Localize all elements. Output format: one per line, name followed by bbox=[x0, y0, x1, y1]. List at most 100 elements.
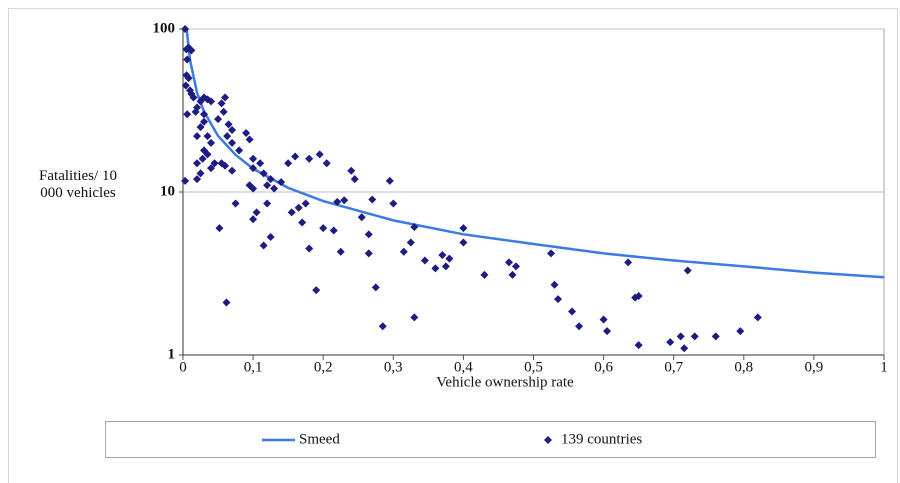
data-point bbox=[193, 175, 202, 184]
data-point bbox=[249, 215, 258, 224]
data-point bbox=[249, 164, 258, 173]
x-tick-label: 0,7 bbox=[664, 359, 683, 375]
data-point bbox=[191, 107, 200, 116]
legend-label: Smeed bbox=[299, 431, 340, 447]
data-point bbox=[680, 344, 689, 353]
data-point bbox=[389, 199, 398, 208]
data-point bbox=[189, 93, 198, 102]
chart-frame bbox=[8, 8, 898, 483]
data-point bbox=[666, 338, 675, 347]
x-tick-label: 0,3 bbox=[384, 359, 403, 375]
smeed-curve bbox=[185, 28, 885, 279]
x-tick-label: 0 bbox=[179, 359, 187, 375]
data-point bbox=[200, 117, 209, 126]
data-point bbox=[284, 159, 293, 168]
data-point bbox=[187, 46, 196, 55]
data-point bbox=[219, 107, 228, 116]
data-point bbox=[445, 254, 454, 263]
data-point bbox=[575, 322, 584, 331]
data-point bbox=[249, 184, 258, 193]
data-point bbox=[508, 270, 517, 279]
x-tick-label: 0,1 bbox=[244, 359, 263, 375]
data-point bbox=[193, 159, 202, 168]
data-point bbox=[340, 196, 349, 205]
data-point bbox=[431, 264, 440, 273]
data-point bbox=[312, 286, 321, 295]
data-point bbox=[203, 132, 212, 141]
legend-swatch bbox=[544, 436, 552, 444]
data-point bbox=[181, 81, 190, 90]
data-point bbox=[634, 341, 643, 350]
data-point bbox=[183, 55, 192, 64]
data-point bbox=[305, 244, 314, 253]
data-point bbox=[624, 258, 633, 267]
data-point bbox=[196, 169, 205, 178]
data-point bbox=[259, 241, 268, 250]
data-point bbox=[249, 154, 258, 163]
x-tick-label: 0,2 bbox=[314, 359, 333, 375]
data-point bbox=[683, 266, 692, 275]
data-point bbox=[399, 247, 408, 256]
data-point bbox=[287, 208, 296, 217]
data-point bbox=[183, 110, 192, 119]
data-point bbox=[193, 132, 202, 141]
data-point bbox=[224, 120, 233, 129]
data-point bbox=[410, 313, 419, 322]
data-point bbox=[266, 232, 275, 241]
data-point bbox=[298, 218, 307, 227]
data-point bbox=[554, 295, 563, 304]
data-point bbox=[207, 97, 216, 106]
y-tick-label: 100 bbox=[153, 20, 176, 36]
data-point bbox=[357, 213, 366, 222]
x-tick-label: 1 bbox=[880, 359, 888, 375]
data-point bbox=[228, 166, 237, 175]
data-point bbox=[252, 208, 261, 217]
data-point bbox=[322, 159, 331, 168]
data-point bbox=[406, 238, 415, 247]
data-point bbox=[385, 176, 394, 185]
data-point bbox=[196, 123, 205, 132]
data-point bbox=[231, 199, 240, 208]
data-point bbox=[245, 135, 254, 144]
data-point bbox=[301, 199, 310, 208]
data-point bbox=[184, 74, 193, 83]
data-point bbox=[378, 322, 387, 331]
data-point bbox=[676, 332, 685, 341]
x-tick-label: 0,5 bbox=[524, 359, 543, 375]
data-point bbox=[315, 150, 324, 159]
data-point bbox=[599, 315, 608, 324]
legend-label: 139 countries bbox=[561, 431, 642, 447]
data-point bbox=[270, 184, 279, 193]
data-point bbox=[266, 175, 275, 184]
data-point bbox=[198, 154, 207, 163]
data-point bbox=[333, 197, 342, 206]
data-point bbox=[263, 199, 272, 208]
data-point bbox=[319, 224, 328, 233]
data-point bbox=[223, 132, 232, 141]
data-point bbox=[228, 138, 237, 147]
data-point bbox=[305, 154, 314, 163]
data-point bbox=[200, 110, 209, 119]
data-point bbox=[181, 25, 190, 33]
data-point bbox=[347, 166, 356, 175]
data-point bbox=[371, 283, 380, 292]
data-point bbox=[214, 115, 223, 124]
data-point bbox=[550, 280, 559, 289]
legend-box bbox=[105, 421, 876, 458]
data-point bbox=[221, 161, 230, 170]
data-point bbox=[350, 175, 359, 184]
x-tick-label: 0,9 bbox=[805, 359, 824, 375]
data-point bbox=[294, 203, 303, 212]
y-tick-label: 10 bbox=[160, 183, 175, 199]
data-point bbox=[207, 138, 216, 147]
x-tick-label: 0,4 bbox=[454, 359, 473, 375]
y-tick-label: 1 bbox=[168, 346, 176, 362]
data-point bbox=[181, 176, 190, 185]
x-tick-label: 0,8 bbox=[734, 359, 753, 375]
data-point bbox=[364, 249, 373, 258]
data-point bbox=[753, 313, 762, 322]
data-point bbox=[291, 152, 300, 161]
x-axis-label: Vehicle ownership rate bbox=[436, 374, 574, 390]
data-point bbox=[329, 226, 338, 235]
